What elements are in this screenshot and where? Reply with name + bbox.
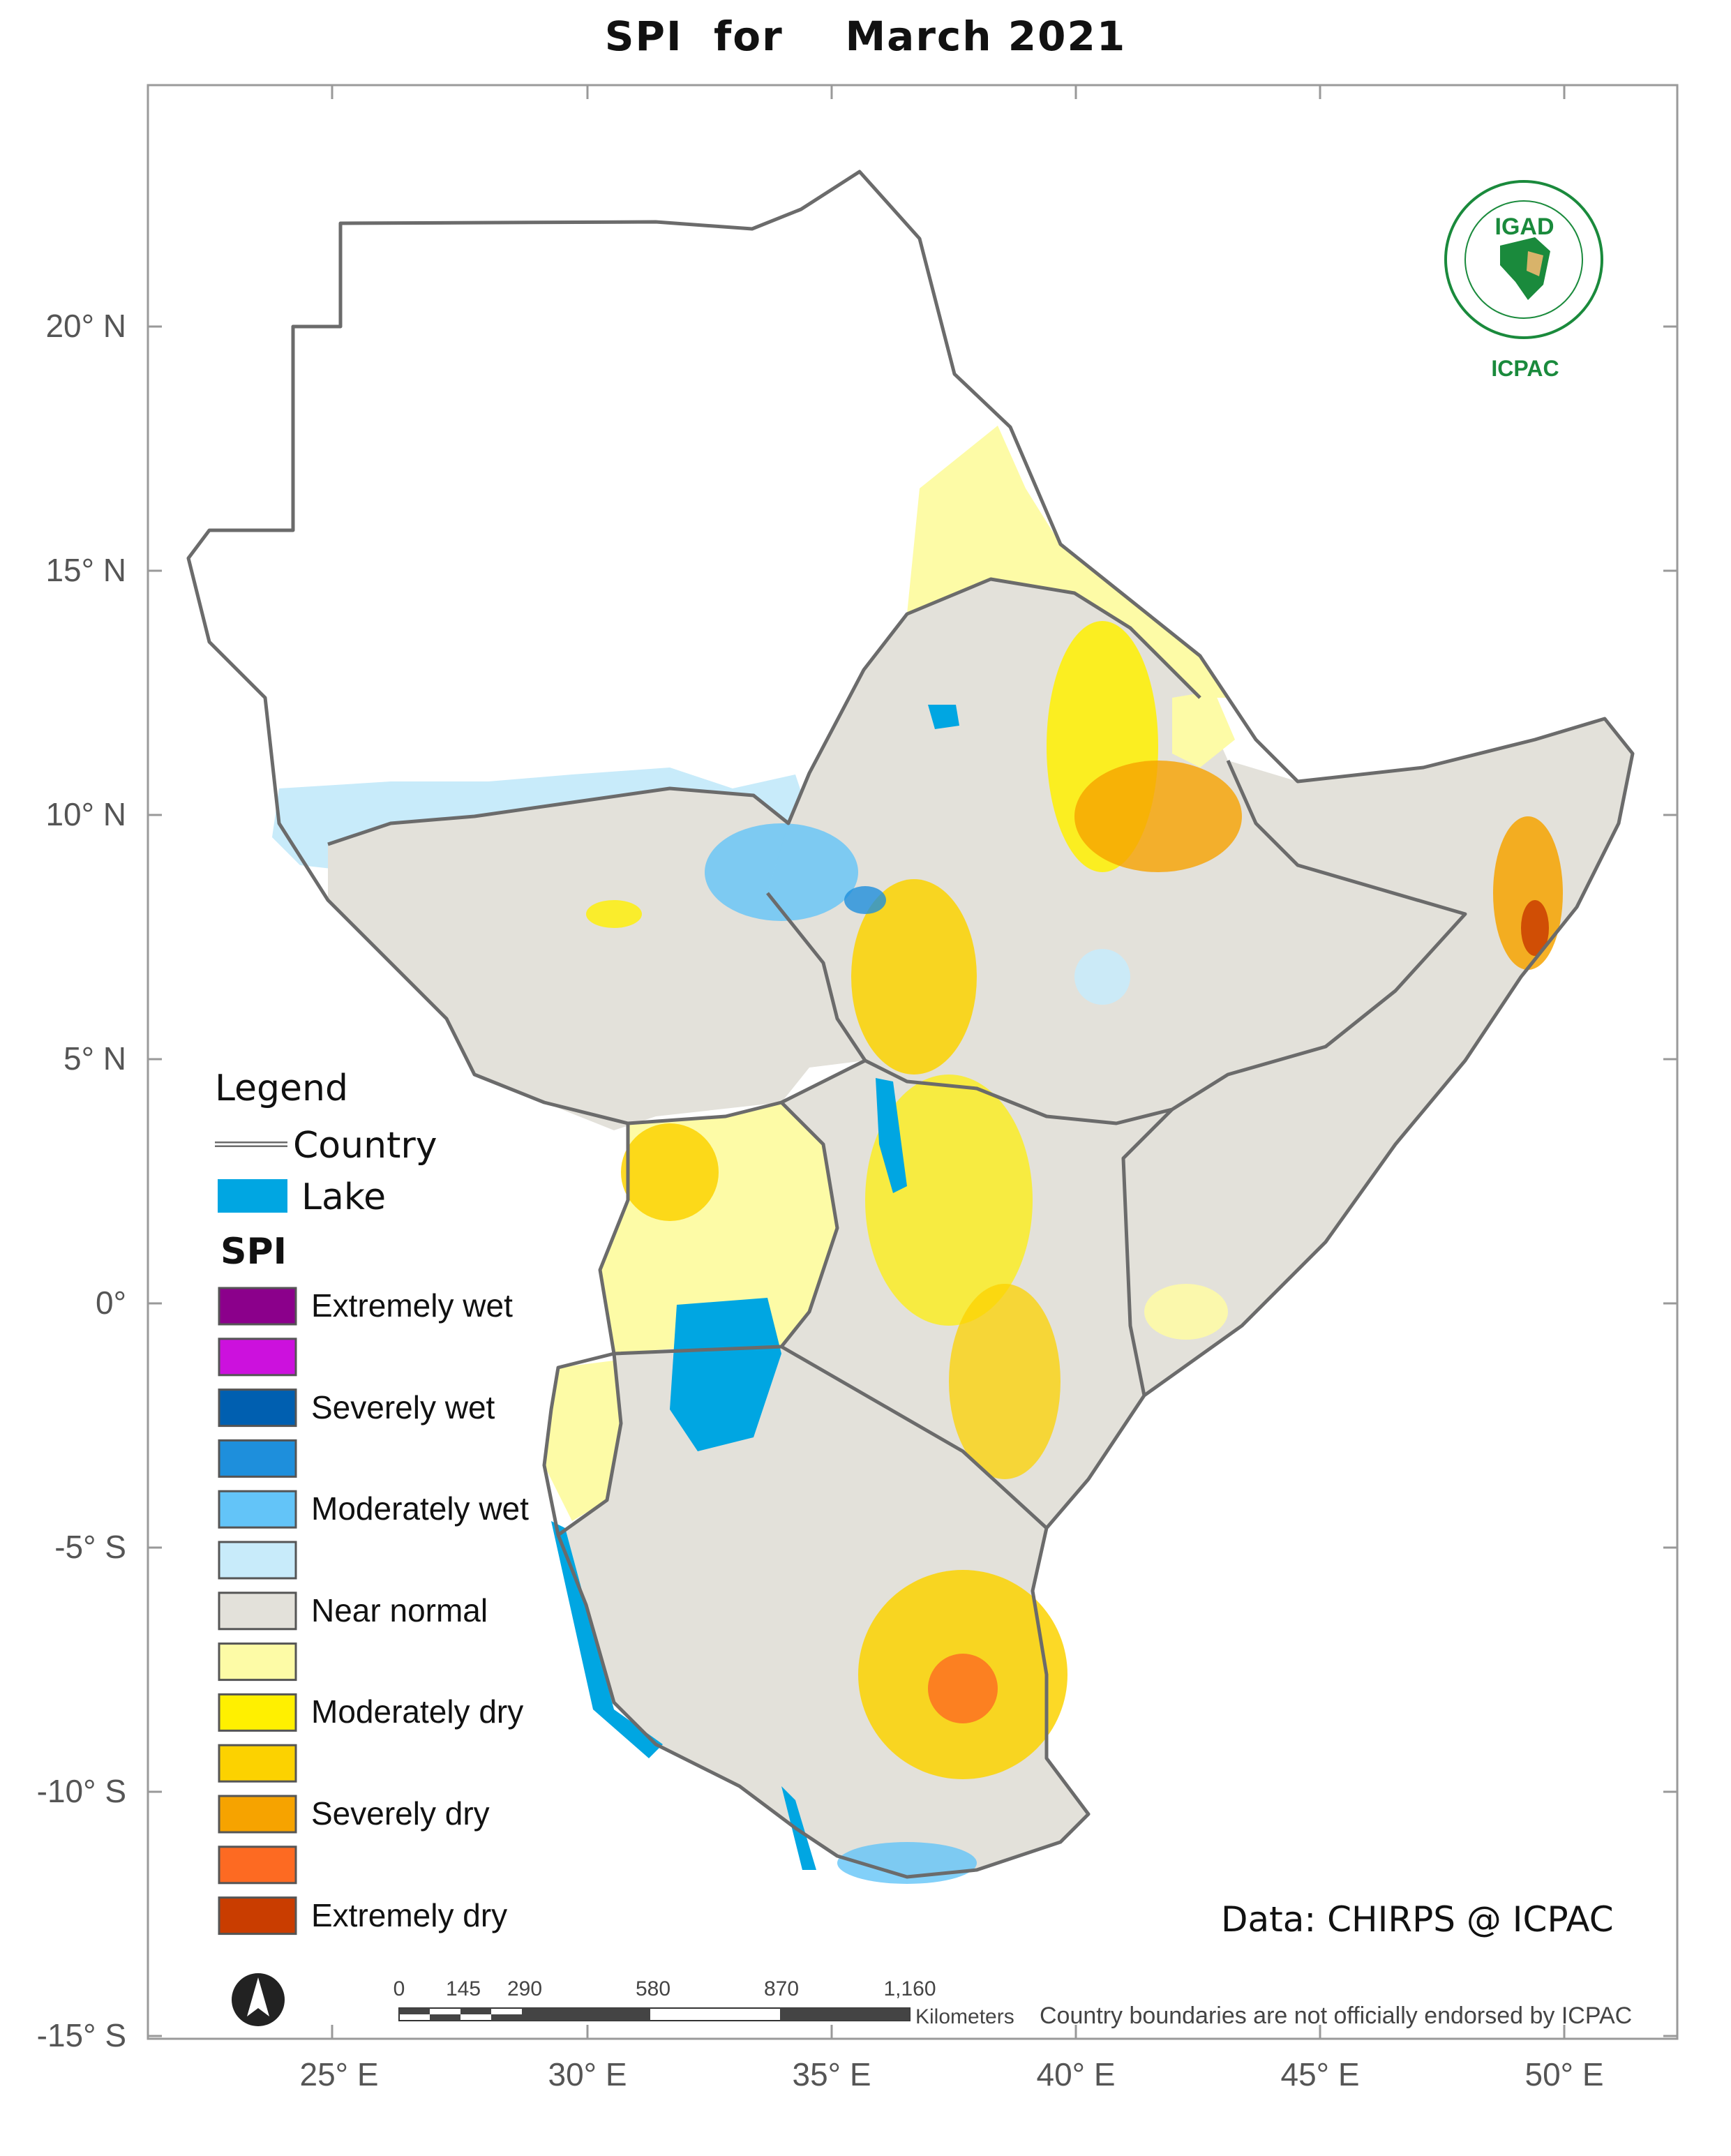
graticule-ticks — [148, 85, 1677, 2039]
spi-class-label: Moderately dry — [311, 1693, 524, 1730]
spi-class-label: Moderately wet — [311, 1490, 529, 1527]
scale-tick-label: 145 — [445, 1977, 481, 2000]
spi-swatch — [218, 1795, 297, 1834]
lon-tick-label: 40° E — [1036, 2056, 1116, 2093]
source-credit: Data: CHIRPS @ ICPAC — [1221, 1899, 1614, 1940]
lon-tick-label: 30° E — [548, 2056, 627, 2093]
lake-turkana — [876, 1078, 907, 1193]
map-title: SPI for March 2021 — [604, 13, 1127, 60]
spi-class-label: Near normal — [311, 1592, 488, 1629]
lat-tick-label: 15° N — [45, 552, 126, 588]
spi-swatch — [218, 1287, 297, 1326]
spi-dry-patches — [586, 621, 1563, 1779]
spi-swatch — [218, 1439, 297, 1478]
map-frame — [147, 84, 1679, 2040]
spi-swatch — [218, 1642, 297, 1682]
lake-tanganyika — [551, 1521, 663, 1758]
legend-country-label: Country — [293, 1125, 437, 1167]
legend-spi-title: SPI — [220, 1231, 287, 1273]
logo-acronym: IGAD — [1494, 214, 1554, 240]
spi-swatch — [218, 1896, 297, 1936]
lake-malawi — [781, 1786, 816, 1870]
scale-tick-label: 580 — [635, 1977, 671, 2000]
legend-lake-label: Lake — [301, 1176, 387, 1218]
spi-swatch — [218, 1541, 297, 1580]
eritrea-region — [907, 426, 1228, 698]
africa-map-icon — [1500, 237, 1550, 300]
djibouti-region — [1172, 691, 1235, 768]
spi-swatch — [218, 1846, 297, 1885]
legend-title: Legend — [215, 1068, 349, 1109]
lon-tick-label: 35° E — [792, 2056, 871, 2093]
lat-tick-label: -10° S — [36, 1773, 126, 1809]
scale-tick-label: 1,160 — [883, 1977, 936, 2000]
legend-symbols — [215, 1141, 287, 1213]
lakes — [551, 705, 959, 1870]
lat-tick-label: -15° S — [36, 2017, 126, 2053]
lat-tick-label: 5° N — [63, 1040, 126, 1077]
scale-unit-label: Kilometers — [915, 2005, 1014, 2028]
spi-swatch — [218, 1388, 297, 1428]
disclaimer-text: Country boundaries are not officially en… — [1040, 2002, 1633, 2029]
north-arrow-icon — [232, 1973, 285, 2026]
scale-tick-label: 0 — [393, 1977, 405, 2000]
spi-swatches — [218, 1287, 297, 1936]
spi-class-label: Severely wet — [311, 1388, 495, 1425]
icpac-logo — [1444, 180, 1603, 339]
spi-class-label: Severely dry — [311, 1795, 490, 1832]
spi-swatch — [218, 1592, 297, 1631]
lat-tick-label: -5° S — [54, 1529, 126, 1565]
scale-bar — [398, 2007, 911, 2021]
sudan-region — [188, 172, 1010, 844]
lon-tick-label: 50° E — [1524, 2056, 1604, 2093]
spi-swatch — [218, 1490, 297, 1529]
spi-swatch — [218, 1693, 297, 1732]
lake-victoria — [670, 1298, 781, 1451]
spi-class-label: Extremely wet — [311, 1287, 513, 1324]
scale-tick-label: 870 — [763, 1977, 800, 2000]
lon-tick-label: 45° E — [1280, 2056, 1360, 2093]
country-borders — [186, 170, 1635, 1879]
scale-tick-label: 290 — [507, 1977, 543, 2000]
lat-tick-label: 20° N — [45, 308, 126, 344]
spi-swatch — [218, 1744, 297, 1783]
spi-wet-patches — [705, 823, 1130, 1884]
logo-centre-name: ICPAC — [1491, 356, 1559, 381]
rwanda-burundi-region — [544, 1361, 621, 1521]
spi-swatch — [218, 1338, 297, 1377]
spi-class-label: Extremely dry — [311, 1896, 508, 1933]
lat-tick-label: 10° N — [45, 796, 126, 832]
lake-tana — [928, 705, 959, 729]
lon-tick-label: 25° E — [299, 2056, 379, 2093]
lat-tick-label: 0° — [96, 1285, 126, 1321]
